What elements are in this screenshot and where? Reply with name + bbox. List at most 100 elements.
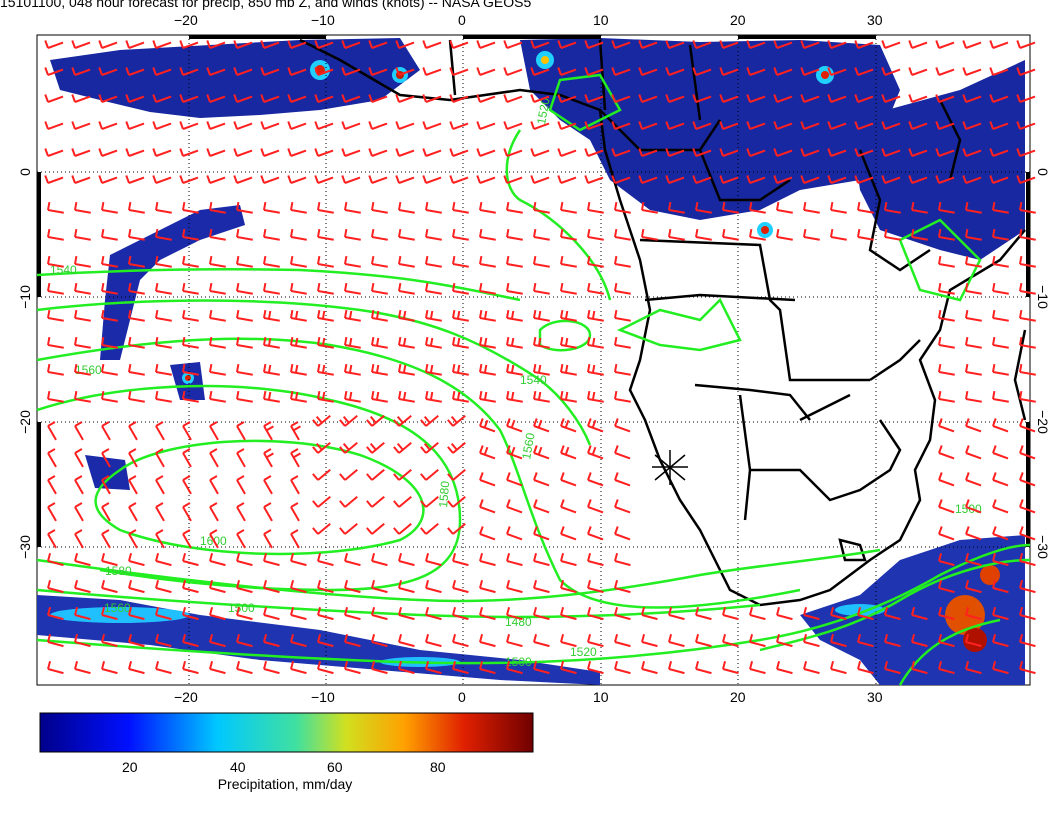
wind-barb bbox=[503, 121, 523, 130]
wind-barb bbox=[1016, 175, 1036, 184]
wind-barb bbox=[74, 529, 84, 549]
wind-barb bbox=[398, 201, 415, 214]
wind-barb bbox=[371, 309, 388, 322]
wind-barb bbox=[233, 40, 253, 49]
contour-line bbox=[548, 73, 622, 132]
wind-barb bbox=[857, 201, 874, 214]
wind-barb bbox=[74, 309, 91, 322]
wind-barb bbox=[44, 94, 64, 103]
wind-barb bbox=[101, 336, 118, 349]
wind-barb bbox=[74, 448, 84, 468]
wind-barb bbox=[182, 282, 199, 295]
wind-barb bbox=[587, 255, 604, 268]
wind-barb bbox=[506, 472, 523, 487]
wind-barb bbox=[209, 529, 219, 549]
wind-barb bbox=[938, 499, 955, 514]
wind-barb bbox=[128, 502, 138, 522]
wind-barb bbox=[911, 201, 928, 214]
wind-barb bbox=[209, 475, 219, 495]
wind-barb bbox=[719, 67, 739, 76]
wind-barb bbox=[587, 634, 604, 648]
wind-barb bbox=[290, 336, 307, 349]
wind-barb bbox=[182, 448, 192, 468]
wind-barb bbox=[209, 228, 226, 241]
wind-barb bbox=[614, 499, 631, 514]
wind-barb bbox=[965, 363, 982, 376]
wind-barb bbox=[422, 67, 442, 76]
wind-barb bbox=[447, 414, 466, 427]
colorbar-gradient bbox=[39, 712, 534, 753]
wind-barb bbox=[962, 175, 982, 184]
wind-barb bbox=[312, 441, 331, 454]
wind-barb bbox=[827, 148, 847, 157]
wind-barb bbox=[236, 661, 253, 675]
wind-barb bbox=[74, 553, 91, 567]
wind-barb bbox=[557, 40, 577, 49]
wind-barb bbox=[1019, 282, 1036, 295]
wind-barb bbox=[857, 661, 874, 675]
lon-tick-bottom: 0 bbox=[458, 689, 466, 705]
wind-barb bbox=[695, 661, 712, 675]
wind-barb bbox=[74, 336, 91, 349]
wind-barb bbox=[101, 421, 111, 441]
contour-label: 1480 bbox=[505, 615, 532, 629]
wind-barb bbox=[641, 607, 658, 621]
wind-barb bbox=[938, 472, 955, 487]
wind-barb bbox=[155, 228, 172, 241]
wind-barb bbox=[584, 175, 604, 184]
wind-barb bbox=[339, 522, 358, 535]
wind-barb bbox=[665, 94, 685, 103]
wind-barb bbox=[722, 661, 739, 675]
wind-barb bbox=[452, 228, 469, 241]
wind-barb bbox=[614, 607, 631, 621]
wind-barb bbox=[479, 255, 496, 268]
wind-barb bbox=[422, 94, 442, 103]
wind-barb bbox=[395, 175, 415, 184]
contour-line bbox=[36, 548, 881, 603]
wind-barb bbox=[479, 472, 496, 487]
wind-barb bbox=[614, 472, 631, 487]
wind-barb bbox=[290, 529, 300, 549]
wind-barb bbox=[74, 390, 91, 403]
wind-barb bbox=[344, 607, 361, 621]
wind-barb bbox=[290, 309, 307, 322]
wind-barb bbox=[506, 309, 523, 322]
wind-barb bbox=[1019, 418, 1036, 433]
wind-barb bbox=[287, 67, 307, 76]
wind-barb bbox=[182, 228, 199, 241]
wind-barb bbox=[236, 390, 253, 403]
wind-barb bbox=[128, 580, 145, 594]
wind-barb bbox=[47, 634, 64, 648]
wind-barb bbox=[98, 121, 118, 130]
wind-barb bbox=[965, 336, 982, 349]
wind-barb bbox=[447, 495, 466, 508]
wind-barb bbox=[344, 390, 361, 403]
wind-barb bbox=[452, 201, 469, 214]
wind-barb bbox=[371, 336, 388, 349]
wind-barb bbox=[560, 282, 577, 295]
lon-tick-top: 30 bbox=[867, 12, 883, 28]
wind-barb bbox=[938, 553, 955, 567]
wind-barb bbox=[290, 363, 307, 376]
wind-barb bbox=[935, 94, 955, 103]
wind-barb bbox=[74, 228, 91, 241]
contour-label: 1520 bbox=[534, 96, 552, 125]
wind-barb bbox=[128, 661, 145, 675]
wind-barb bbox=[128, 553, 145, 567]
wind-barb bbox=[263, 282, 280, 295]
lat-tick-right: −30 bbox=[1035, 535, 1051, 559]
wind-barb bbox=[155, 421, 165, 441]
wind-barb bbox=[317, 607, 334, 621]
wind-barb bbox=[803, 661, 820, 675]
axis-labels: −20 −10 0 10 20 30 −20 −10 0 10 20 30 0 … bbox=[17, 12, 1051, 705]
wind-barb bbox=[614, 390, 631, 403]
wind-barb bbox=[155, 201, 172, 214]
wind-barb bbox=[182, 363, 199, 376]
wind-barb bbox=[344, 580, 361, 594]
wind-barb bbox=[101, 553, 118, 567]
wind-barb bbox=[395, 67, 415, 76]
contour-line bbox=[759, 558, 1031, 652]
wind-barb bbox=[665, 175, 685, 184]
wind-barb bbox=[722, 228, 739, 241]
wind-barb bbox=[479, 607, 496, 621]
